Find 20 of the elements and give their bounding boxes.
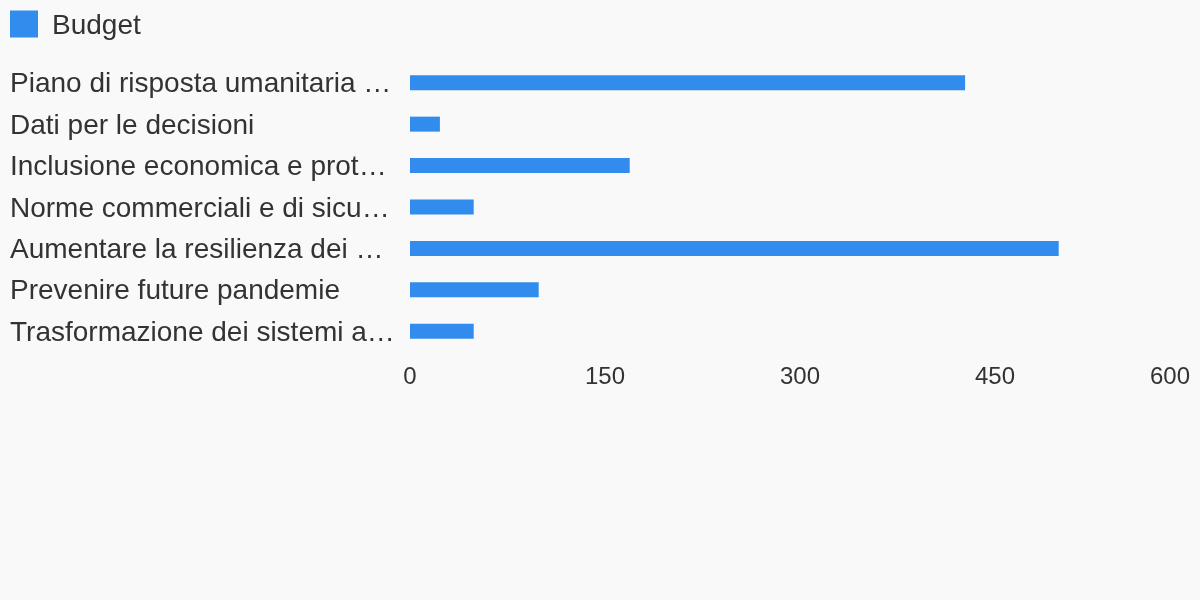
bar [410,323,474,339]
bar [410,116,440,132]
y-tick-label: Norme commerciali e di sicu… [10,191,390,223]
y-tick-label: Trasformazione dei sistemi a… [10,315,395,347]
y-tick-label: Inclusione economica e prot… [10,150,387,182]
bar [410,75,966,91]
x-tick-label: 150 [584,361,626,389]
x-tick-label: 450 [974,361,1016,389]
y-tick-label: Piano di risposta umanitaria … [10,67,392,99]
y-tick-label: Dati per le decisioni [10,108,255,140]
bar [410,282,539,298]
x-tick-label: 600 [1149,361,1190,389]
bar [410,199,474,215]
y-tick-label: Prevenire future pandemie [10,274,340,306]
legend-label: Budget [52,8,141,40]
bar [410,158,630,174]
bar [410,240,1059,256]
x-tick-label: 300 [779,361,821,389]
y-tick-label: Aumentare la resilienza dei … [10,232,384,264]
x-tick-label: 0 [403,361,417,389]
